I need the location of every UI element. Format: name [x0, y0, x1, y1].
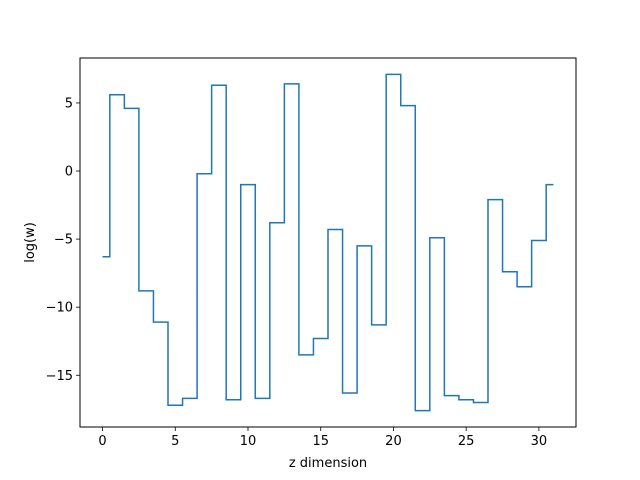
- y-axis-label: log(w): [23, 222, 38, 263]
- y-tick-label: −15: [46, 369, 73, 384]
- x-tick-label: 0: [98, 434, 106, 449]
- x-tick-label: 15: [312, 434, 329, 449]
- x-tick-label: 20: [385, 434, 402, 449]
- x-axis-label: z dimension: [289, 456, 367, 471]
- y-tick-label: −10: [46, 301, 73, 316]
- axes-frame: [79, 57, 577, 428]
- plot-layer: [102, 73, 554, 412]
- y-tick-label: −5: [54, 233, 73, 248]
- x-tick-label: 10: [240, 434, 257, 449]
- x-tick-label: 25: [458, 434, 475, 449]
- x-tick-label: 30: [531, 434, 548, 449]
- y-tick-label: 5: [65, 96, 73, 111]
- series-step-line: [102, 73, 554, 412]
- y-tick-label: 0: [65, 165, 73, 180]
- tick-layer: 0 5 10 15 20 25 30 5 0 −5 −10 −15: [46, 96, 548, 449]
- x-tick-label: 5: [171, 434, 179, 449]
